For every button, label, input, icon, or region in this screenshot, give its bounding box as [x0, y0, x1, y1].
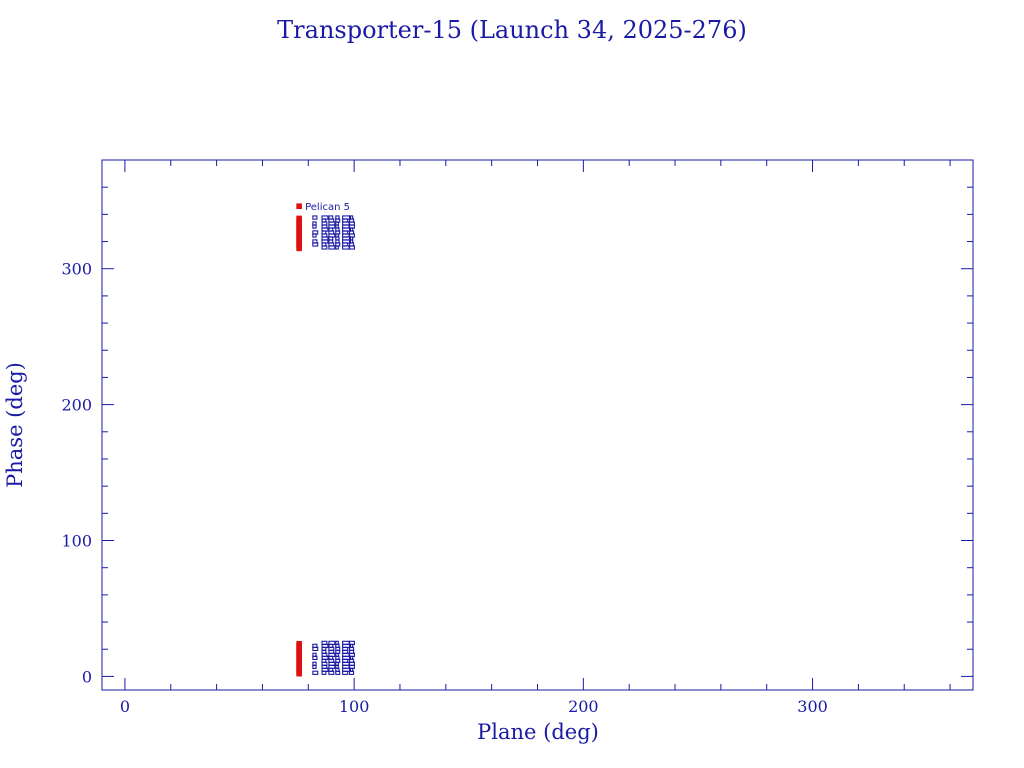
- overlapping-label-glyph: [321, 215, 329, 220]
- overlapping-label-glyph: [312, 643, 318, 649]
- overlapping-label-glyph: [312, 239, 318, 244]
- point-label: Pelican 5: [305, 202, 350, 213]
- x-axis-label: Plane (deg): [477, 720, 599, 744]
- x-tick-label: 200: [568, 697, 599, 716]
- data-point: [296, 203, 302, 210]
- x-tick-label: 300: [797, 697, 828, 716]
- y-axis-label: Phase (deg): [3, 362, 27, 488]
- y-tick-label: 200: [61, 396, 92, 415]
- axis-ticks: [102, 160, 973, 690]
- overlapping-label-glyph: [321, 640, 328, 646]
- plot-frame: [101, 159, 974, 691]
- overlapping-label-glyph: [348, 215, 354, 220]
- overlapping-label-glyph: [312, 652, 317, 658]
- data-point: [296, 245, 302, 252]
- data-point: [296, 670, 302, 677]
- y-tick-label: 0: [82, 667, 92, 686]
- overlapping-point-labels: [312, 215, 355, 675]
- overlapping-label-glyph: [312, 670, 319, 675]
- overlapping-label-glyph: [335, 640, 339, 646]
- overlapping-label-glyph: [328, 640, 336, 646]
- overlapping-label-glyph: [328, 215, 334, 220]
- x-tick-label: 100: [339, 697, 370, 716]
- overlapping-label-glyph: [342, 215, 352, 220]
- overlapping-label-glyph: [335, 215, 340, 220]
- x-tick-label: 0: [120, 697, 130, 716]
- overlapping-label-glyph: [312, 661, 317, 666]
- overlapping-label-glyph: [312, 215, 318, 220]
- y-tick-label: 300: [61, 260, 92, 279]
- overlapping-label-glyph: [348, 640, 355, 646]
- data-points: [296, 203, 302, 677]
- axis-tick-labels: 0 100 200 300 0 100 200 300: [61, 260, 827, 716]
- y-tick-label: 100: [61, 532, 92, 551]
- chart-title: Transporter-15 (Launch 34, 2025-276): [277, 16, 747, 44]
- overlapping-label-glyph: [312, 230, 319, 235]
- overlapping-label-glyph: [312, 221, 317, 226]
- point-labels: Pelican 5: [305, 202, 350, 213]
- overlapping-label-glyph: [342, 640, 350, 646]
